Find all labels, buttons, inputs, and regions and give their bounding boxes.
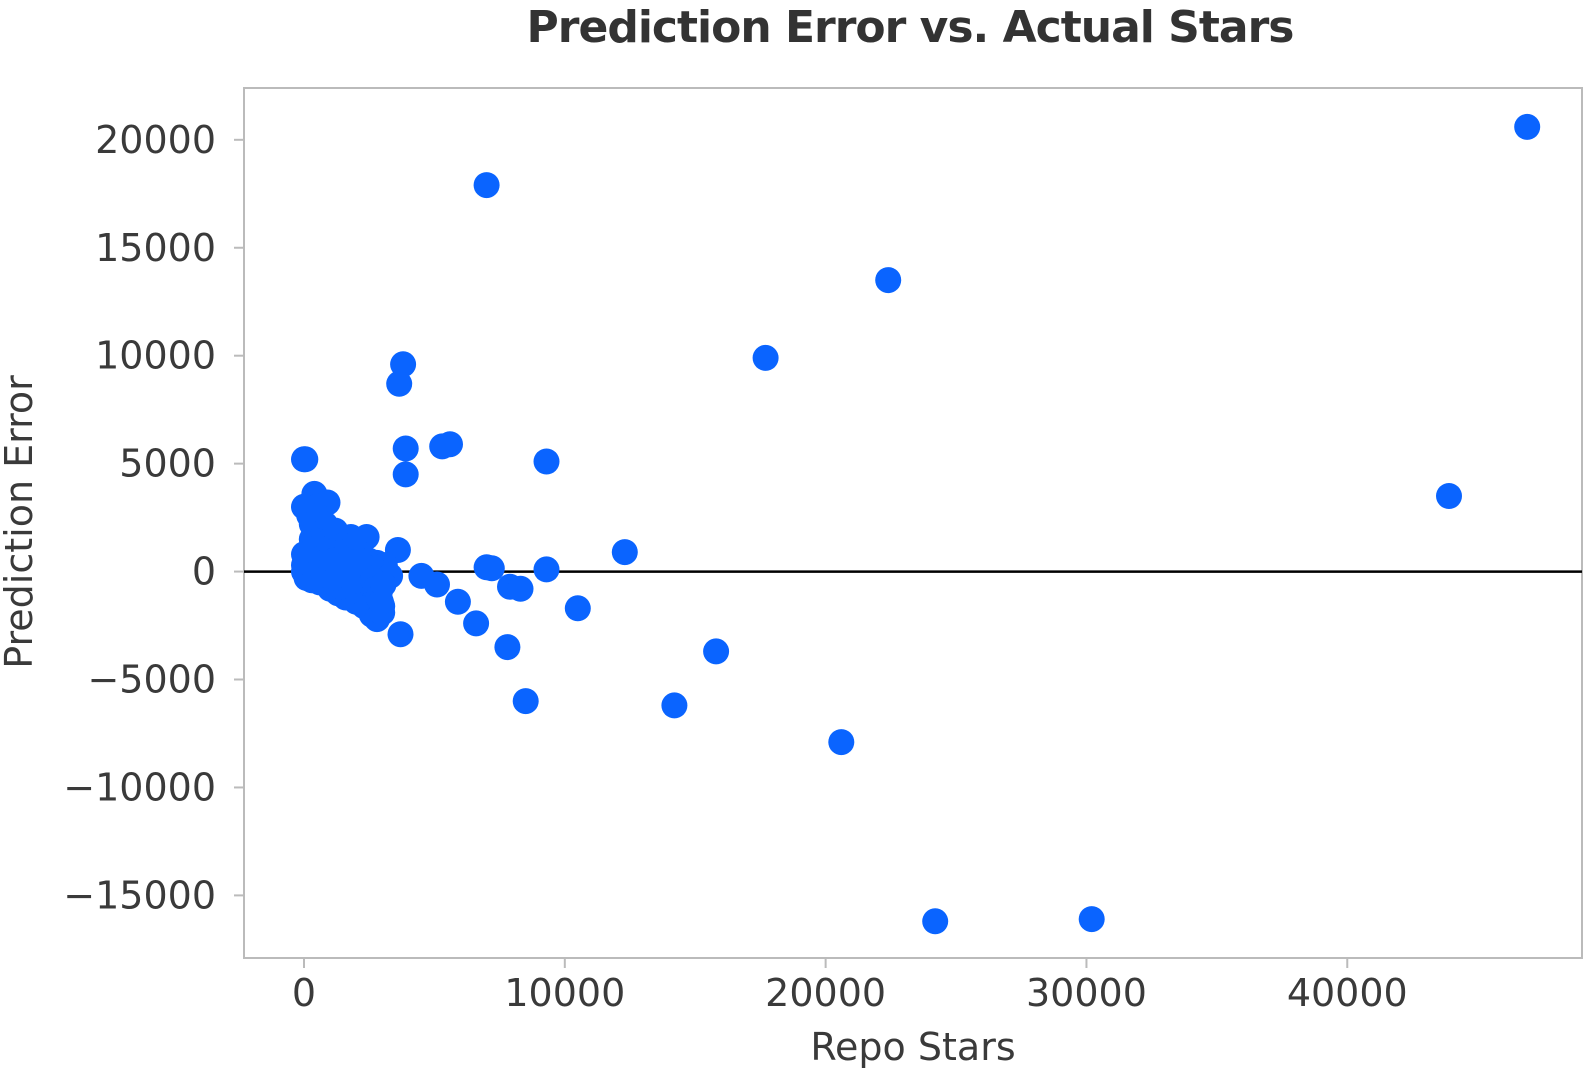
data-point bbox=[611, 539, 638, 566]
data-point bbox=[292, 446, 319, 473]
data-point bbox=[828, 729, 855, 756]
data-point bbox=[392, 435, 419, 462]
data-point bbox=[473, 172, 500, 199]
chart-title: Prediction Error vs. Actual Stars bbox=[527, 2, 1294, 53]
data-point bbox=[424, 571, 450, 598]
data-point bbox=[387, 621, 414, 648]
y-axis-label: Prediction Error bbox=[0, 375, 41, 669]
data-point bbox=[922, 908, 949, 935]
x-tick-label: 20000 bbox=[765, 971, 886, 1015]
data-point bbox=[533, 556, 560, 583]
y-axis: 20000 15000 10000 5000 0 −5000 −10000 −15000 bbox=[63, 118, 244, 917]
data-point bbox=[494, 634, 521, 661]
data-point bbox=[437, 431, 463, 458]
y-tick-label: −15000 bbox=[63, 873, 216, 917]
data-point bbox=[752, 344, 779, 371]
data-points bbox=[291, 113, 1541, 935]
x-axis: 0 10000 20000 30000 40000 bbox=[292, 958, 1408, 1015]
data-point bbox=[533, 448, 560, 475]
data-point bbox=[370, 571, 397, 598]
y-tick-label: 15000 bbox=[95, 226, 216, 270]
plot-frame bbox=[243, 87, 1583, 959]
data-point bbox=[392, 461, 419, 488]
data-point bbox=[661, 692, 688, 719]
x-tick-label: 10000 bbox=[504, 971, 625, 1015]
y-tick-label: −5000 bbox=[87, 658, 216, 702]
x-tick-label: 0 bbox=[292, 971, 316, 1015]
y-tick-label: 0 bbox=[192, 550, 216, 594]
data-point bbox=[386, 370, 413, 397]
y-tick-label: 5000 bbox=[119, 442, 216, 486]
y-tick-label: −10000 bbox=[63, 765, 216, 809]
data-point bbox=[512, 688, 539, 715]
data-point bbox=[703, 638, 730, 665]
data-point bbox=[444, 588, 471, 615]
x-tick-label: 30000 bbox=[1026, 971, 1147, 1015]
y-tick-label: 20000 bbox=[95, 118, 216, 162]
x-axis-label: Repo Stars bbox=[810, 1025, 1015, 1069]
data-point bbox=[390, 351, 417, 378]
data-point bbox=[463, 610, 490, 637]
data-point bbox=[875, 267, 902, 294]
y-tick-label: 10000 bbox=[95, 334, 216, 378]
data-point bbox=[1078, 906, 1105, 933]
data-point bbox=[564, 595, 591, 622]
data-point bbox=[478, 555, 505, 582]
x-tick-label: 40000 bbox=[1287, 971, 1408, 1015]
data-point bbox=[1436, 483, 1462, 509]
data-point bbox=[507, 575, 534, 602]
data-point bbox=[1514, 113, 1541, 140]
